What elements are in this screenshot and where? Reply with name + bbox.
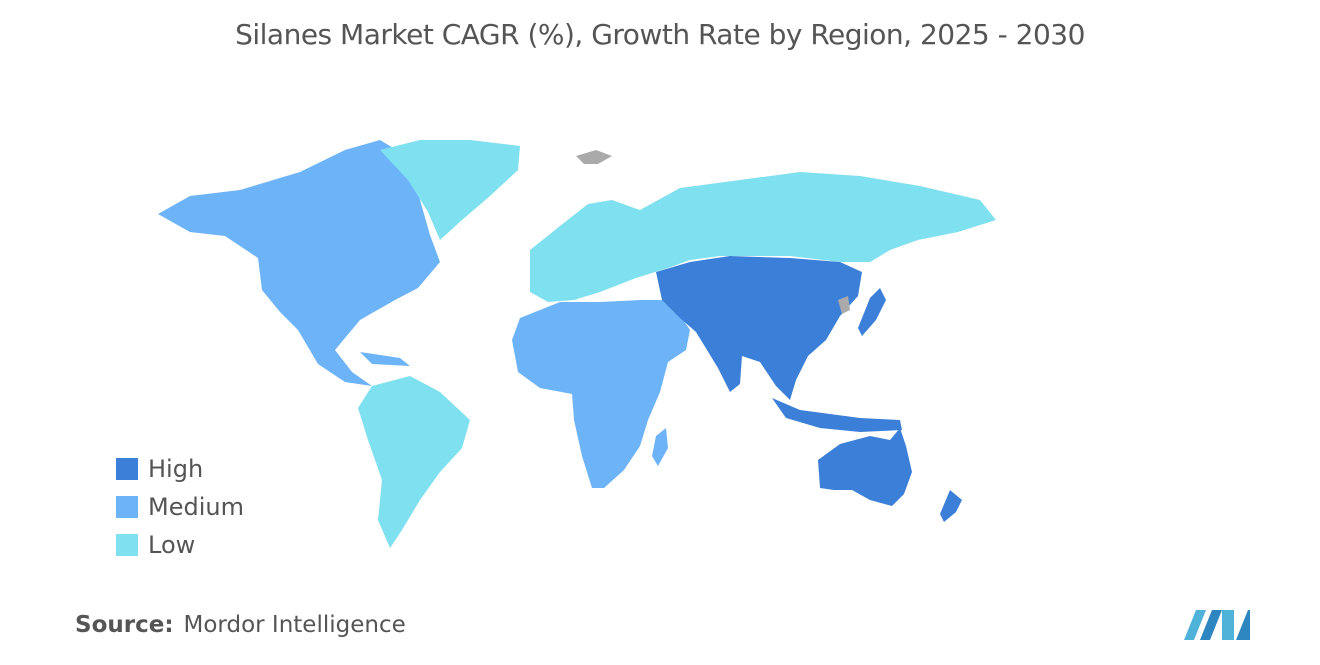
legend-label-medium: Medium bbox=[148, 493, 244, 521]
legend-item-medium: Medium bbox=[116, 488, 244, 526]
mordor-logo-icon bbox=[1184, 610, 1250, 640]
legend-label-low: Low bbox=[148, 531, 196, 559]
region-new-zealand bbox=[940, 490, 962, 522]
source-value: Mordor Intelligence bbox=[183, 612, 406, 638]
region-korea bbox=[838, 296, 850, 314]
region-madagascar bbox=[652, 428, 668, 466]
legend: High Medium Low bbox=[116, 450, 244, 564]
legend-item-low: Low bbox=[116, 526, 244, 564]
world-map bbox=[158, 140, 996, 548]
region-greenland bbox=[380, 140, 520, 240]
chart-title: Silanes Market CAGR (%), Growth Rate by … bbox=[235, 18, 1085, 51]
legend-label-high: High bbox=[148, 455, 204, 483]
legend-swatch-high bbox=[116, 458, 138, 480]
region-asia bbox=[656, 256, 862, 400]
region-south-america bbox=[358, 376, 470, 548]
region-north-america bbox=[158, 140, 440, 386]
region-southeast-asia bbox=[772, 398, 902, 432]
region-australia bbox=[818, 428, 912, 506]
region-caribbean bbox=[360, 352, 410, 366]
legend-swatch-low bbox=[116, 534, 138, 556]
region-japan bbox=[858, 288, 886, 336]
region-svalbard bbox=[576, 150, 612, 164]
region-middle-east-africa bbox=[512, 300, 690, 488]
legend-item-high: High bbox=[116, 450, 244, 488]
source-line: Source: Mordor Intelligence bbox=[75, 612, 406, 638]
source-key: Source: bbox=[75, 612, 174, 638]
region-europe bbox=[530, 172, 996, 302]
legend-swatch-medium bbox=[116, 496, 138, 518]
